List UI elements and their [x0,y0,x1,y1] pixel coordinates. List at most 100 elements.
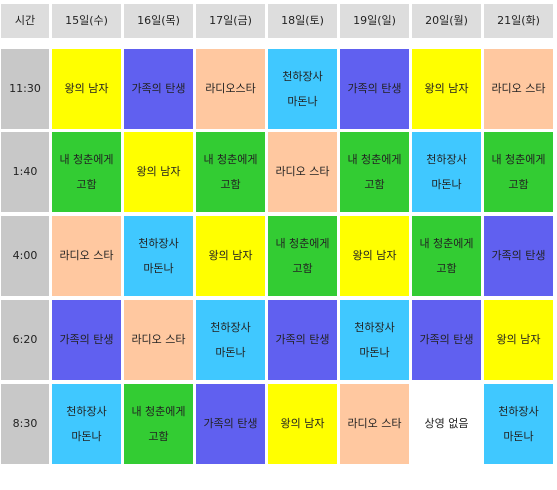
time-slot-label: 11:30 [9,82,41,95]
movie-title-line: 라디오 스타 [491,82,546,95]
movie-title-line: 마돈나 [431,177,462,191]
movie-cell[interactable]: 천하장사 마돈나 [196,300,265,380]
header-time-text: 시간 [14,14,36,27]
movie-title-line: 고함 [364,177,385,191]
time-slot-label: 6:20 [12,333,38,346]
movie-title-line: 라디오 스타 [131,333,186,346]
movie-title-line: 천하장사 [210,320,251,334]
movie-title-line: 왕의 남자 [424,82,469,95]
header-day-label: 21일(화) [497,14,540,27]
header-day-6: 20일(월) [412,4,481,38]
movie-title-line: 왕의 남자 [208,249,253,262]
header-day-label: 18일(토) [281,14,324,27]
movie-title-line: 라디오 스타 [347,417,402,430]
header-day-5: 19일(일) [340,4,409,38]
movie-cell[interactable]: 라디오 스타 [52,216,121,296]
movie-title-line: 라디오스타 [205,82,256,95]
header-day-1: 15일(수) [52,4,121,38]
movie-cell[interactable]: 상영 없음 [412,384,481,464]
movie-title-line: 마돈나 [71,429,102,443]
movie-title-line: 고함 [292,261,313,275]
movie-cell[interactable]: 라디오 스타 [484,49,553,129]
movie-title-line: 고함 [436,261,457,275]
movie-title-line: 가족의 탄생 [347,82,402,95]
movie-title-line: 가족의 탄생 [419,333,474,346]
time-slot-4: 6:20 [1,300,49,380]
header-day-4: 18일(토) [268,4,337,38]
movie-title-line: 천하장사 [498,404,539,418]
movie-cell[interactable]: 내 청춘에게 고함 [196,132,265,212]
movie-cell[interactable]: 라디오 스타 [268,132,337,212]
movie-cell[interactable]: 가족의 탄생 [196,384,265,464]
movie-title-line: 내 청춘에게 [59,152,114,166]
movie-title-line: 가족의 탄생 [203,417,258,430]
time-slot-label: 1:40 [12,165,38,178]
movie-title-line: 라디오 스타 [275,165,330,178]
header-day-label: 16일(목) [137,14,180,27]
movie-title-line: 천하장사 [138,236,179,250]
header-day-label: 15일(수) [65,14,108,27]
movie-title-line: 내 청춘에게 [203,152,258,166]
movie-cell[interactable]: 라디오 스타 [340,384,409,464]
movie-title-line: 내 청춘에게 [131,404,186,418]
movie-cell[interactable]: 라디오스타 [196,49,265,129]
movie-cell[interactable]: 왕의 남자 [124,132,193,212]
movie-title-line: 라디오 스타 [59,249,114,262]
movie-cell[interactable]: 천하장사 마돈나 [268,49,337,129]
movie-title-line: 가족의 탄생 [275,333,330,346]
movie-cell[interactable]: 왕의 남자 [412,49,481,129]
movie-title-line: 마돈나 [359,345,390,359]
movie-title-line: 마돈나 [287,94,318,108]
time-slot-3: 4:00 [1,216,49,296]
movie-cell[interactable]: 내 청춘에게 고함 [340,132,409,212]
movie-cell[interactable]: 가족의 탄생 [412,300,481,380]
movie-title-line: 천하장사 [354,320,395,334]
movie-title-line: 왕의 남자 [496,333,541,346]
movie-cell[interactable]: 가족의 탄생 [52,300,121,380]
movie-title-line: 가족의 탄생 [131,82,186,95]
movie-title-line: 고함 [508,177,529,191]
movie-title-line: 가족의 탄생 [491,249,546,262]
movie-title-line: 고함 [76,177,97,191]
time-slot-label: 8:30 [12,417,38,430]
movie-title-line: 내 청춘에게 [491,152,546,166]
movie-cell[interactable]: 라디오 스타 [124,300,193,380]
movie-title-line: 왕의 남자 [352,249,397,262]
header-day-label: 17일(금) [209,14,252,27]
movie-cell[interactable]: 왕의 남자 [196,216,265,296]
movie-title-line: 왕의 남자 [280,417,325,430]
movie-title-line: 상영 없음 [424,417,469,430]
movie-title-line: 내 청춘에게 [419,236,474,250]
movie-cell[interactable]: 왕의 남자 [268,384,337,464]
movie-cell[interactable]: 가족의 탄생 [484,216,553,296]
movie-cell[interactable]: 가족의 탄생 [124,49,193,129]
header-day-label: 20일(월) [425,14,468,27]
movie-title-line: 고함 [148,429,169,443]
movie-title-line: 내 청춘에게 [275,236,330,250]
movie-cell[interactable]: 왕의 남자 [340,216,409,296]
movie-title-line: 왕의 남자 [136,165,181,178]
movie-title-line: 마돈나 [503,429,534,443]
movie-cell[interactable]: 왕의 남자 [484,300,553,380]
header-time-label: 시간 [1,4,49,38]
movie-title-line: 마돈나 [143,261,174,275]
movie-cell[interactable]: 가족의 탄생 [340,49,409,129]
movie-title-line: 가족의 탄생 [59,333,114,346]
movie-title-line: 천하장사 [66,404,107,418]
movie-cell[interactable]: 가족의 탄생 [268,300,337,380]
movie-cell[interactable]: 왕의 남자 [52,49,121,129]
movie-title-line: 천하장사 [426,152,467,166]
time-slot-2: 1:40 [1,132,49,212]
header-day-7: 21일(화) [484,4,553,38]
